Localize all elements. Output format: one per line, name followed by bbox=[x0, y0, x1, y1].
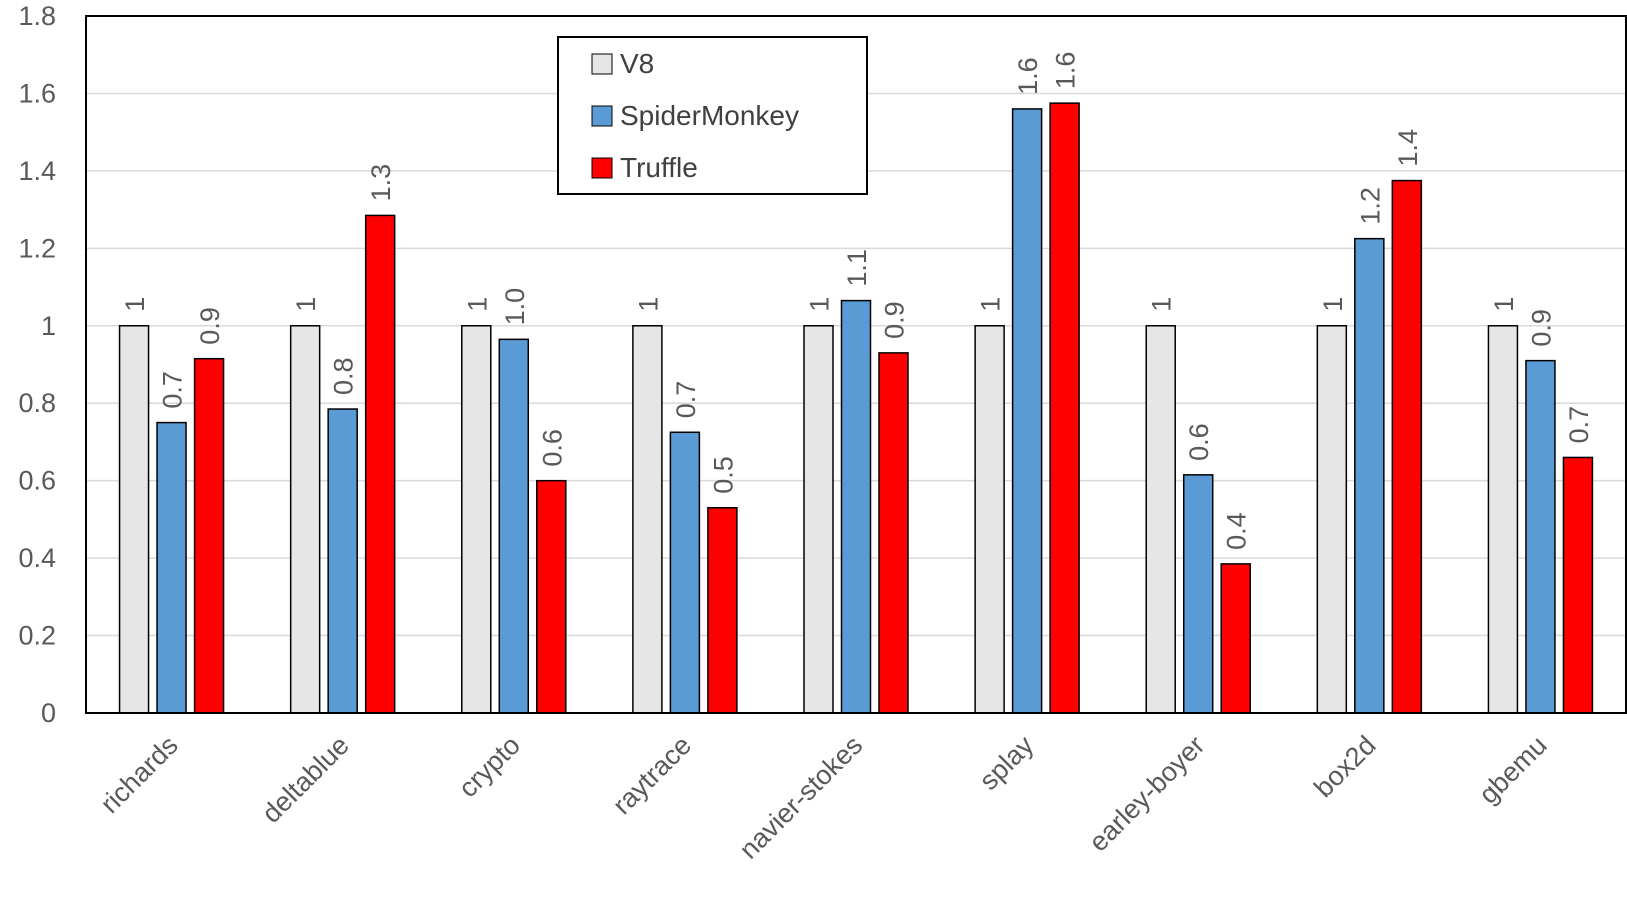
x-category-label: richards bbox=[95, 730, 184, 819]
data-labels: 10.70.910.81.31 1.00.610.70.511.10.9 11.6 1… bbox=[120, 52, 1594, 550]
bar-v8-richards bbox=[118, 325, 150, 714]
legend-label-truffle: Truffle bbox=[620, 152, 698, 183]
bar-v8-splay bbox=[974, 325, 1005, 714]
data-label: 1.6 bbox=[1013, 57, 1043, 95]
bar-truffle-box2d bbox=[1391, 179, 1423, 714]
x-category-label: splay bbox=[974, 730, 1040, 796]
data-label: 1.4 bbox=[1393, 129, 1423, 167]
data-label: 1 bbox=[1489, 297, 1519, 312]
bar-truffle-gbemu bbox=[1562, 456, 1594, 714]
data-label: 1.0 bbox=[500, 288, 530, 326]
legend-swatch-spidermonkey bbox=[591, 105, 613, 127]
x-category-label: earley-boyer bbox=[1083, 730, 1210, 857]
y-tick-label: 1.2 bbox=[18, 233, 56, 263]
bar-truffle-earley-boyer bbox=[1220, 563, 1251, 714]
data-label: 1.2 bbox=[1355, 187, 1385, 225]
bar-spidermonkey-navier-stokes bbox=[840, 299, 872, 714]
bar-truffle-crypto bbox=[536, 479, 567, 714]
bar-v8-box2d bbox=[1316, 325, 1348, 714]
data-label: 0.9 bbox=[1526, 309, 1556, 347]
bar-v8-deltablue bbox=[289, 325, 321, 714]
data-label: 1.3 bbox=[366, 164, 396, 202]
data-label: 1 bbox=[1147, 297, 1177, 312]
plot-area-frame bbox=[85, 15, 1627, 714]
y-tick-label: 1.8 bbox=[18, 1, 56, 31]
y-axis-ticks: 0 0.2 0.4 0.6 0.8 1 1.2 1.4 1.6 1.8 bbox=[18, 1, 56, 728]
data-label: 0.4 bbox=[1222, 512, 1252, 550]
y-tick-label: 0.2 bbox=[18, 621, 56, 651]
bar-v8-navier-stokes bbox=[803, 325, 834, 714]
bar-v8-earley-boyer bbox=[1145, 325, 1176, 714]
data-label: 0.7 bbox=[158, 371, 188, 409]
y-tick-label: 1.6 bbox=[18, 78, 56, 108]
bar-spidermonkey-richards bbox=[156, 421, 187, 714]
y-tick-label: 0 bbox=[41, 698, 56, 728]
data-label: 1.1 bbox=[842, 249, 872, 287]
bar-v8-crypto bbox=[461, 325, 492, 714]
legend-swatch-v8 bbox=[591, 53, 613, 75]
x-category-label: gbemu bbox=[1473, 730, 1553, 810]
x-category-label: navier-stokes bbox=[733, 730, 868, 865]
y-tick-label: 1 bbox=[41, 311, 56, 341]
data-label: 0.6 bbox=[537, 429, 567, 467]
bar-spidermonkey-splay bbox=[1011, 108, 1043, 714]
data-label: 1 bbox=[291, 297, 321, 312]
data-label: 1 bbox=[1318, 297, 1348, 312]
y-tick-label: 1.4 bbox=[18, 156, 56, 186]
legend-label-v8: V8 bbox=[620, 48, 654, 79]
legend-label-spidermonkey: SpiderMonkey bbox=[620, 100, 799, 131]
bar-truffle-navier-stokes bbox=[878, 352, 909, 714]
bar-truffle-deltablue bbox=[364, 214, 396, 714]
data-label: 0.5 bbox=[708, 456, 738, 494]
y-tick-label: 0.8 bbox=[18, 388, 56, 418]
legend: V8 SpiderMonkey Truffle bbox=[557, 36, 868, 195]
bar-spidermonkey-gbemu bbox=[1525, 359, 1556, 714]
bar-spidermonkey-box2d bbox=[1354, 237, 1385, 714]
bar-v8-gbemu bbox=[1487, 325, 1519, 714]
bar-spidermonkey-crypto bbox=[498, 338, 530, 714]
data-label: 1 bbox=[633, 297, 663, 312]
data-label: 0.9 bbox=[195, 307, 225, 345]
x-category-label: raytrace bbox=[607, 730, 697, 820]
bar-spidermonkey-deltablue bbox=[327, 408, 358, 714]
bar-truffle-splay bbox=[1049, 102, 1080, 714]
data-label: 0.7 bbox=[671, 381, 701, 419]
x-category-label: box2d bbox=[1308, 730, 1381, 803]
bar-spidermonkey-raytrace bbox=[669, 431, 701, 714]
data-label: 0.6 bbox=[1184, 423, 1214, 461]
data-label: 0.8 bbox=[329, 357, 359, 395]
data-label: 1 bbox=[976, 297, 1006, 312]
x-axis-categories: richards deltablue crypto raytrace navier-st… bbox=[95, 730, 1553, 865]
bar-v8-raytrace bbox=[632, 325, 663, 714]
bars bbox=[118, 102, 1594, 714]
data-label: 1 bbox=[120, 297, 150, 312]
x-category-label: deltablue bbox=[256, 730, 355, 829]
data-label: 0.9 bbox=[880, 301, 910, 339]
bar-spidermonkey-earley-boyer bbox=[1182, 474, 1214, 714]
y-tick-label: 0.6 bbox=[18, 466, 56, 496]
data-label: 1 bbox=[462, 297, 492, 312]
y-tick-label: 0.4 bbox=[18, 543, 56, 573]
bar-truffle-richards bbox=[193, 357, 225, 714]
data-label: 1 bbox=[805, 297, 835, 312]
x-category-label: crypto bbox=[453, 730, 526, 803]
bar-truffle-raytrace bbox=[707, 507, 738, 714]
data-label: 0.7 bbox=[1564, 406, 1594, 444]
legend-swatch-truffle bbox=[591, 157, 613, 179]
data-label: 1.6 bbox=[1051, 52, 1081, 90]
